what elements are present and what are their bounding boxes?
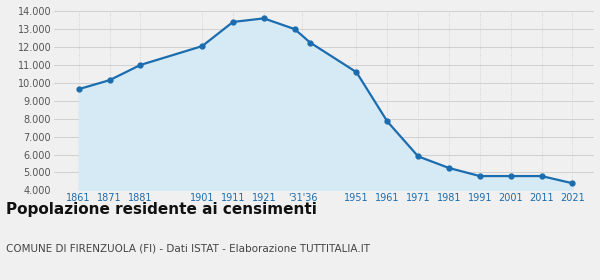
- Text: Popolazione residente ai censimenti: Popolazione residente ai censimenti: [6, 202, 317, 217]
- Text: COMUNE DI FIRENZUOLA (FI) - Dati ISTAT - Elaborazione TUTTITALIA.IT: COMUNE DI FIRENZUOLA (FI) - Dati ISTAT -…: [6, 244, 370, 254]
